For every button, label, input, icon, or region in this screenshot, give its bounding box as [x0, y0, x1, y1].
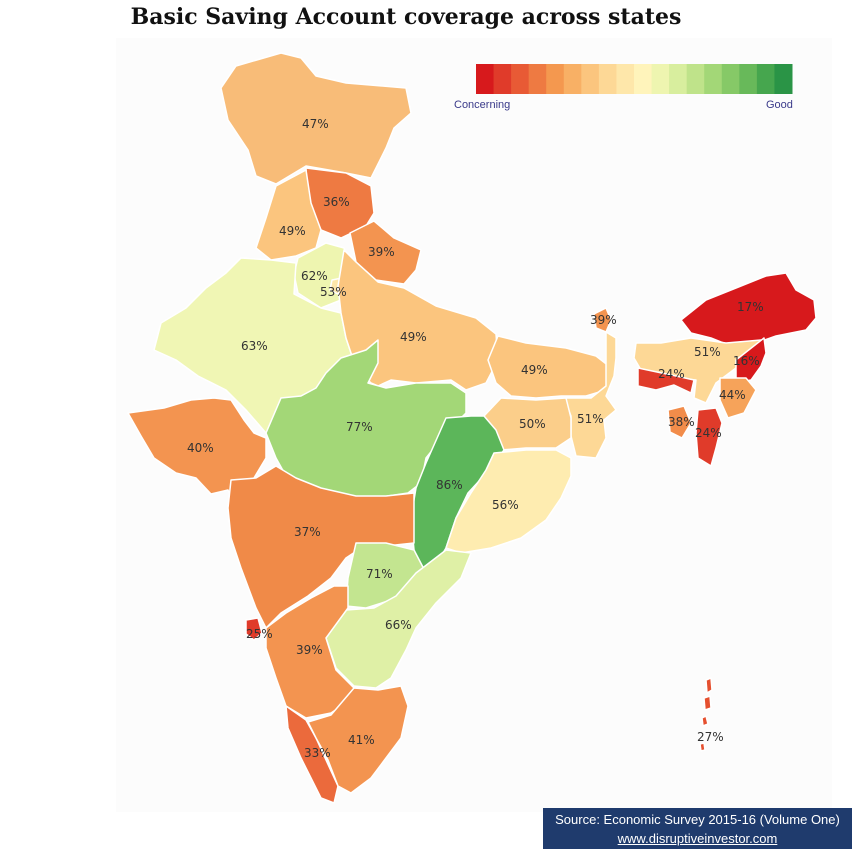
region-andhra-pradesh	[325, 549, 472, 689]
region-tamil-nadu	[307, 685, 409, 794]
label-himachal-pradesh: 36%	[323, 195, 350, 209]
legend-swatch	[721, 64, 740, 94]
label-uttarakhand: 39%	[368, 245, 395, 259]
region-tripura	[667, 405, 692, 439]
label-punjab: 49%	[279, 224, 306, 238]
legend-swatch	[528, 64, 547, 94]
label-karnataka: 39%	[296, 643, 323, 657]
label-madhya-pradesh: 77%	[346, 420, 373, 434]
label-sikkim: 39%	[590, 313, 617, 327]
region-manipur	[719, 377, 757, 419]
label-tamil-nadu: 41%	[348, 733, 375, 747]
legend-swatch	[704, 64, 723, 94]
region-odisha	[445, 449, 572, 554]
label-odisha: 56%	[492, 498, 519, 512]
label-delhi: 53%	[320, 285, 347, 299]
label-bihar: 49%	[521, 363, 548, 377]
legend-swatch	[511, 64, 530, 94]
label-assam: 51%	[694, 345, 721, 359]
label-mizoram: 24%	[695, 426, 722, 440]
region-goa	[245, 617, 263, 641]
label-jammu-kashmir: 47%	[302, 117, 329, 131]
region-jammu-kashmir	[220, 52, 412, 185]
region-meghalaya	[637, 367, 695, 394]
legend-swatch	[669, 64, 688, 94]
region-punjab	[255, 169, 322, 261]
label-meghalaya: 24%	[658, 367, 685, 381]
label-tripura: 38%	[668, 415, 695, 429]
legend-swatch	[493, 64, 512, 94]
legend-swatch	[581, 64, 600, 94]
label-chhattisgarh: 86%	[436, 478, 463, 492]
source-link[interactable]: www.disruptiveinvestor.com	[617, 831, 778, 846]
legend-swatch	[739, 64, 758, 94]
legend	[476, 64, 793, 94]
region-mizoram	[695, 407, 723, 467]
legend-swatch	[598, 64, 617, 94]
label-haryana: 62%	[301, 269, 328, 283]
map-title: Basic Saving Account coverage across sta…	[130, 4, 682, 30]
legend-high-label: Good	[766, 99, 793, 111]
legend-swatch	[686, 64, 705, 94]
legend-swatch	[651, 64, 670, 94]
india-map: Concerning Good	[127, 52, 817, 804]
label-uttar-pradesh: 49%	[400, 330, 427, 344]
label-manipur: 44%	[719, 388, 746, 402]
label-andaman-nicobar: 27%	[697, 730, 724, 744]
label-andhra-pradesh: 66%	[385, 618, 412, 632]
source-text: Source: Economic Survey 2015-16 (Volume …	[555, 812, 840, 827]
region-west-bengal	[563, 331, 617, 459]
legend-swatch	[563, 64, 582, 94]
label-rajasthan: 63%	[241, 339, 268, 353]
legend-low-label: Concerning	[454, 99, 510, 111]
region-karnataka	[265, 585, 355, 719]
label-telangana: 71%	[366, 567, 393, 581]
legend-swatch	[756, 64, 775, 94]
choropleth-map: Concerning Good	[116, 38, 832, 812]
label-nagaland: 16%	[733, 354, 760, 368]
legend-swatch	[476, 64, 495, 94]
label-kerala: 33%	[304, 746, 331, 760]
region-sikkim	[593, 307, 612, 333]
source-box: Source: Economic Survey 2015-16 (Volume …	[543, 808, 852, 849]
label-gujarat: 40%	[187, 441, 214, 455]
region-bihar	[487, 335, 615, 399]
legend-swatch	[546, 64, 565, 94]
legend-swatch	[774, 64, 793, 94]
label-jharkhand: 50%	[519, 417, 546, 431]
label-maharashtra: 37%	[294, 525, 321, 539]
label-goa: 25%	[246, 627, 273, 641]
label-arunachal-pradesh: 17%	[737, 300, 764, 314]
legend-swatch	[616, 64, 635, 94]
region-andaman-nicobar	[699, 677, 713, 752]
legend-swatch	[634, 64, 653, 94]
label-west-bengal: 51%	[577, 412, 604, 426]
